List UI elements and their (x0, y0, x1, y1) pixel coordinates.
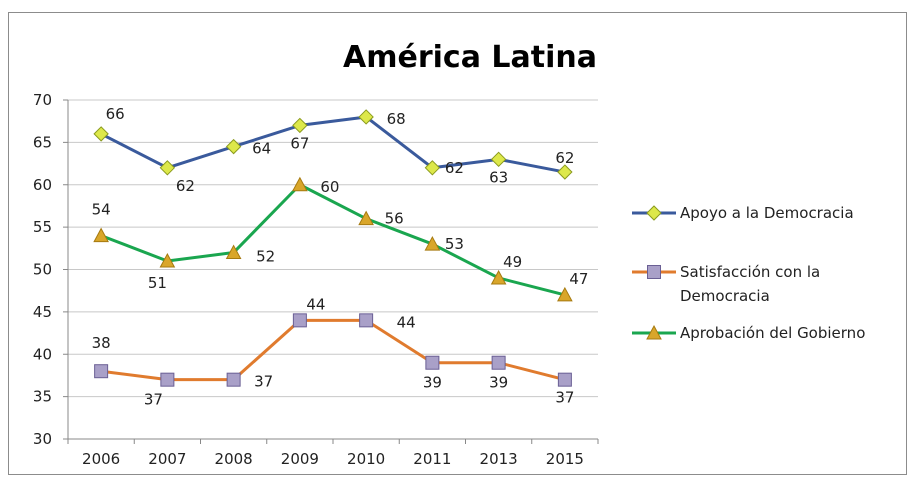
legend-item: Satisfacción con la Democracia (632, 263, 820, 305)
gridlines (68, 99, 598, 398)
legend: Apoyo a la Democracia Satisfacción con la… (632, 204, 865, 342)
data-label: 66 (106, 105, 125, 123)
data-point (425, 355, 440, 370)
data-label: 62 (176, 177, 195, 195)
data-labels: 66 62 64 67 68 62 63 62 38 37 37 44 44 39 39 37 54 51 52 60… (92, 105, 589, 409)
x-tick-label: 2008 (215, 450, 253, 468)
data-point (226, 372, 241, 387)
y-tick-label: 40 (33, 345, 52, 363)
data-label: 37 (254, 373, 273, 391)
data-label: 67 (290, 134, 309, 152)
data-label: 52 (256, 248, 275, 266)
x-tick-label: 2013 (480, 450, 518, 468)
y-tick-label: 65 (33, 133, 52, 151)
data-label: 47 (569, 270, 588, 288)
y-tick-label: 50 (33, 261, 52, 279)
legend-marker (646, 324, 662, 340)
x-tick-label: 2009 (281, 450, 319, 468)
data-label: 44 (306, 295, 325, 313)
data-point (292, 313, 307, 328)
series-line (100, 115, 566, 174)
data-label: 39 (489, 374, 508, 392)
data-point (490, 269, 507, 285)
series-line (100, 318, 566, 382)
series-2 (93, 176, 573, 302)
legend-label: Satisfacción con la Democracia (680, 263, 820, 305)
x-tick-label: 2010 (347, 450, 385, 468)
series-line (100, 183, 566, 297)
legend-marker (646, 205, 662, 221)
data-point (93, 227, 109, 243)
legend-marker (647, 265, 661, 279)
chart-frame (8, 12, 907, 475)
y-tick-label: 70 (33, 91, 52, 109)
data-label: 68 (387, 110, 406, 128)
legend-item: Apoyo a la Democracia (632, 204, 854, 222)
chart-title: América Latina (343, 40, 597, 75)
series-0 (93, 109, 573, 180)
y-tick-label: 30 (33, 430, 52, 448)
data-label: 60 (320, 178, 339, 196)
data-point (557, 164, 573, 180)
data-point (490, 151, 507, 168)
legend-label: Aprobación del Gobierno (680, 324, 865, 342)
x-tick-label: 2007 (148, 450, 186, 468)
series-group (93, 109, 573, 387)
data-point (557, 372, 572, 387)
data-point (358, 109, 374, 125)
data-label: 54 (92, 201, 111, 219)
data-point (292, 117, 308, 134)
y-tick-label: 60 (33, 176, 52, 194)
legend-item: Aprobación del Gobierno (632, 324, 865, 342)
data-label: 37 (144, 391, 163, 409)
data-label: 63 (489, 168, 508, 186)
data-label: 37 (555, 389, 574, 407)
data-point (292, 176, 308, 192)
data-point (225, 244, 242, 260)
data-label: 38 (92, 334, 111, 352)
data-point (557, 286, 573, 302)
data-point (159, 252, 176, 268)
y-tick-label: 55 (33, 218, 52, 236)
data-label: 64 (252, 140, 271, 158)
data-label: 49 (503, 253, 522, 271)
y-tick-label: 45 (33, 303, 52, 321)
x-tick-label: 2015 (546, 450, 584, 468)
data-point (93, 126, 109, 142)
data-label: 44 (397, 313, 416, 331)
data-point (424, 236, 441, 251)
data-point (225, 138, 242, 155)
data-label: 56 (385, 210, 404, 228)
data-label: 62 (445, 159, 464, 177)
x-tick-label: 2006 (82, 450, 120, 468)
y-tick-label: 35 (33, 388, 52, 406)
data-point (491, 355, 506, 370)
data-point (159, 160, 176, 176)
data-point (424, 160, 441, 176)
data-point (94, 364, 109, 379)
legend-label: Apoyo a la Democracia (680, 204, 854, 222)
data-label: 51 (148, 274, 167, 292)
data-label: 62 (555, 149, 574, 167)
x-tick-label: 2011 (413, 450, 451, 468)
data-point (358, 210, 374, 226)
series-1 (94, 313, 572, 387)
data-label: 39 (423, 374, 442, 392)
data-point (160, 372, 175, 387)
axes: 30 35 40 45 50 55 60 65 70 2006 2007 2008 2009 2010 20… (33, 91, 599, 468)
data-point (359, 313, 374, 328)
data-label: 53 (445, 235, 464, 253)
